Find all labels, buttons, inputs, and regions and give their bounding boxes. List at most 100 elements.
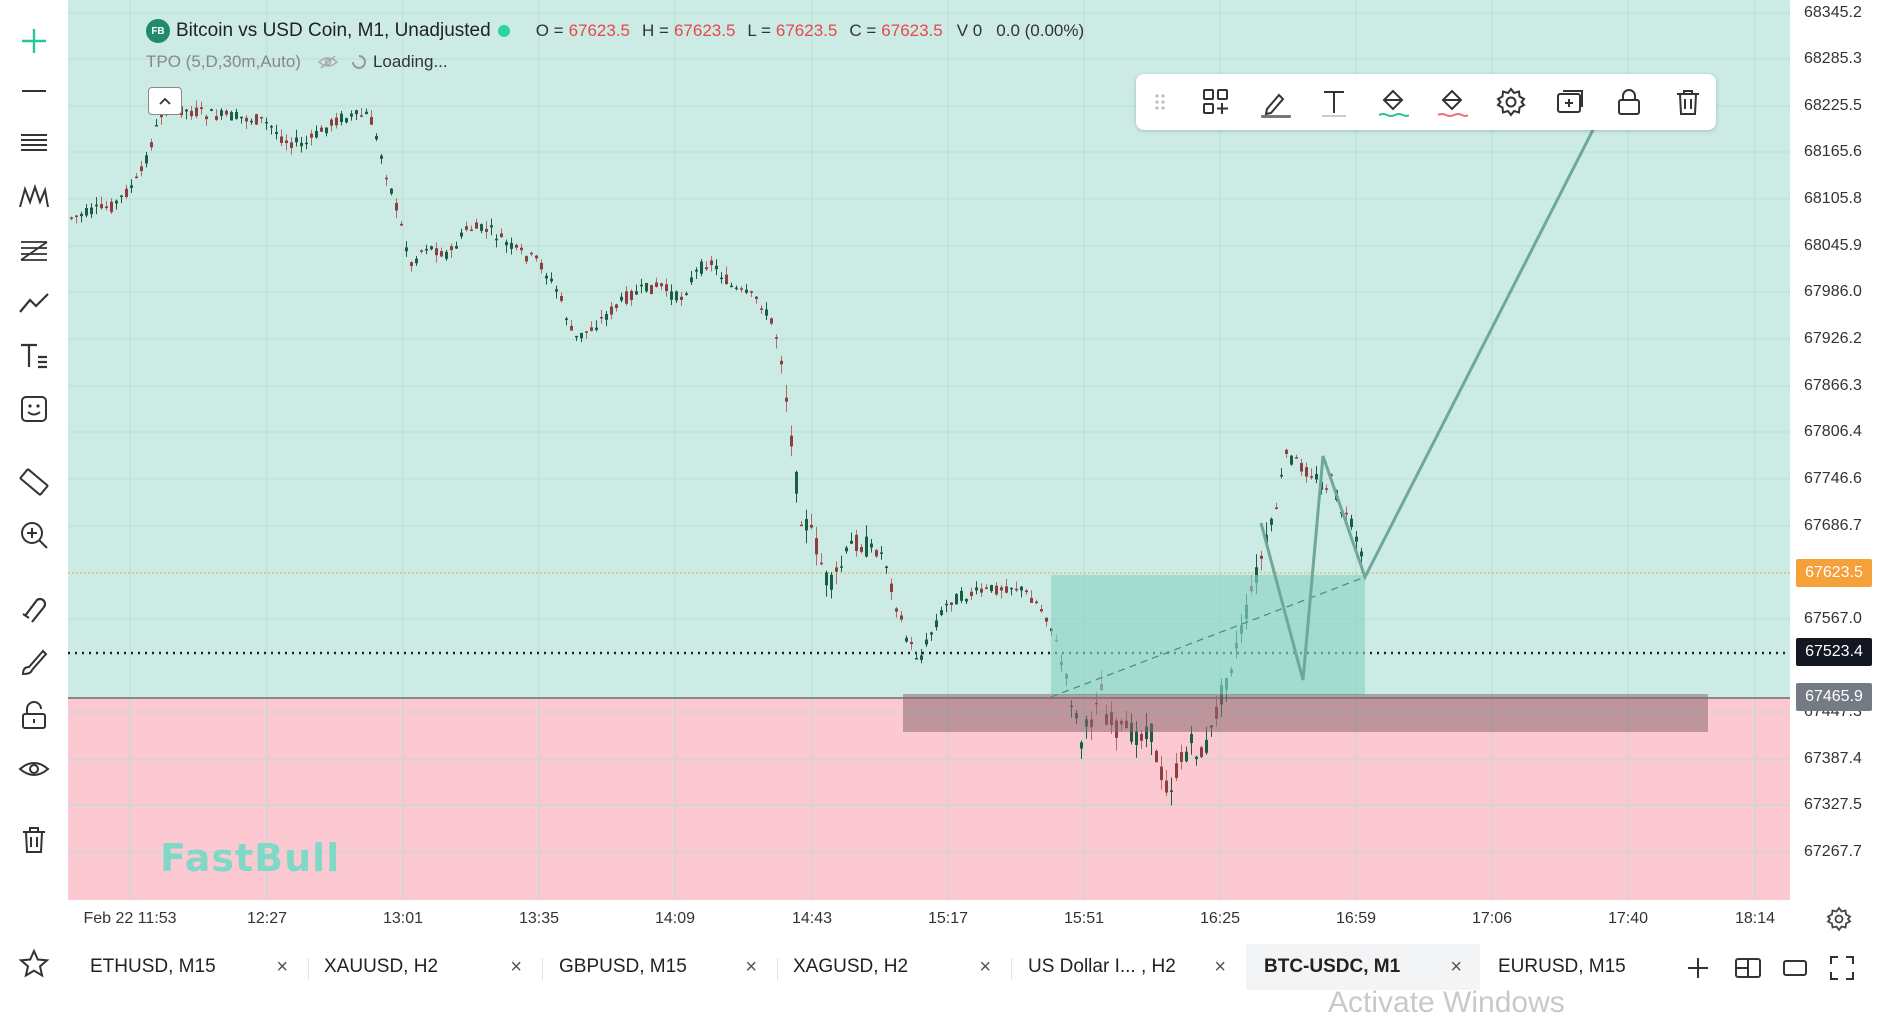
candle-body	[950, 602, 953, 606]
candlestick-chart[interactable]	[68, 0, 1790, 900]
time-label: 17:06	[1471, 910, 1513, 927]
plus-crosshair-icon[interactable]	[12, 22, 56, 60]
pattern-icon[interactable]	[12, 178, 56, 216]
ohlc-close-key: C =	[849, 21, 877, 40]
tab-us-dollar-index[interactable]: US Dollar I... , H2 ×	[1010, 944, 1244, 990]
tab-divider	[542, 958, 543, 980]
ohlc-low-key: L =	[747, 21, 771, 40]
candle-body	[865, 536, 868, 557]
candle-body	[215, 116, 218, 120]
candle-body	[255, 114, 258, 125]
risk-reward-diagonal	[1050, 576, 1366, 698]
collapse-legend-button[interactable]	[148, 87, 182, 115]
close-icon[interactable]: ×	[276, 955, 288, 978]
magnet-icon[interactable]	[12, 590, 56, 628]
ohlc-close-value: 67623.5	[881, 21, 943, 40]
volume-value: V 0	[956, 21, 983, 40]
candle-body	[335, 117, 338, 126]
text-tool-icon[interactable]	[12, 337, 56, 375]
candle-body	[765, 309, 768, 316]
chart-pane[interactable]: FB Bitcoin vs USD Coin, M1, Unadjusted O…	[68, 0, 1790, 900]
trend-line-icon[interactable]	[12, 284, 56, 322]
add-template-icon[interactable]	[1198, 84, 1234, 120]
ohlc-open-key: O =	[535, 21, 564, 40]
close-icon[interactable]: ×	[510, 955, 522, 978]
candle-body	[760, 308, 763, 310]
candle-body	[410, 262, 413, 267]
ruler-icon[interactable]	[12, 463, 56, 501]
split-layout-icon[interactable]	[1734, 954, 1762, 982]
time-axis[interactable]: Feb 22 11:53 12:27 13:01 13:35 14:09 14:…	[68, 900, 1790, 938]
candle-body	[690, 277, 693, 283]
candle-body	[715, 265, 718, 270]
horizontal-line-icon[interactable]	[12, 72, 56, 110]
candle-body	[910, 642, 913, 645]
close-icon[interactable]: ×	[979, 955, 991, 978]
candle-body	[630, 291, 633, 301]
close-icon[interactable]: ×	[1214, 955, 1226, 978]
candle-body	[130, 185, 133, 188]
price-label: 68165.6	[1804, 143, 1862, 160]
fib-retracement-icon[interactable]	[12, 231, 56, 269]
hidden-eye-icon[interactable]	[317, 54, 339, 70]
settings-icon[interactable]	[1493, 84, 1529, 120]
chart-settings-icon[interactable]	[1826, 906, 1852, 932]
delete-icon[interactable]	[1670, 84, 1706, 120]
candle-body	[110, 201, 113, 213]
chevron-up-icon	[159, 97, 171, 105]
fill-color-icon[interactable]	[1375, 84, 1411, 120]
tab-eurusd[interactable]: EURUSD, M15	[1480, 944, 1680, 990]
candle-body	[1175, 763, 1178, 778]
parallel-channel-icon[interactable]	[12, 125, 56, 163]
close-icon[interactable]: ×	[1450, 955, 1462, 978]
candle-body	[1035, 601, 1038, 604]
projection-path[interactable]	[1259, 119, 1600, 681]
time-label: 18:14	[1734, 910, 1776, 927]
candle-body	[80, 213, 83, 217]
clone-icon[interactable]	[1552, 84, 1588, 120]
eye-icon[interactable]	[12, 750, 56, 788]
target-box[interactable]	[1051, 575, 1365, 695]
tab-btc-usdc[interactable]: BTC-USDC, M1 ×	[1246, 944, 1480, 990]
candle-body	[600, 316, 603, 319]
candle-body	[805, 519, 808, 531]
candle-body	[500, 233, 503, 238]
lock-icon[interactable]	[1611, 84, 1647, 120]
close-icon[interactable]: ×	[745, 955, 757, 978]
brush-icon[interactable]	[12, 643, 56, 681]
text-icon[interactable]	[1316, 84, 1352, 120]
candle-body	[885, 566, 888, 568]
tab-xauusd[interactable]: XAUUSD, H2 ×	[306, 944, 540, 990]
candle-body	[380, 155, 383, 159]
stop-box[interactable]	[903, 694, 1708, 732]
price-axis[interactable]: 68345.2 68285.3 68225.5 68165.6 68105.8 …	[1790, 0, 1889, 900]
lock-open-icon[interactable]	[12, 697, 56, 735]
candle-body	[200, 107, 203, 109]
fullscreen-icon[interactable]	[1828, 954, 1856, 982]
candle-body	[210, 109, 213, 111]
ohlc-low-value: 67623.5	[775, 21, 838, 40]
add-tab-icon[interactable]	[1684, 954, 1712, 982]
drag-handle-icon[interactable]	[1142, 84, 1178, 120]
window-icon[interactable]	[1781, 954, 1809, 982]
tab-ethusd[interactable]: ETHUSD, M15 ×	[72, 944, 306, 990]
candle-body	[790, 435, 793, 447]
indicator-label[interactable]: TPO (5,D,30m,Auto)	[146, 52, 301, 71]
tab-xagusd[interactable]: XAGUSD, H2 ×	[775, 944, 1009, 990]
candle-body	[680, 296, 683, 300]
star-favorite-icon[interactable]	[18, 948, 50, 980]
candle-body	[420, 250, 423, 252]
tab-gbpusd[interactable]: GBPUSD, M15 ×	[541, 944, 775, 990]
emoji-icon[interactable]	[12, 390, 56, 428]
symbol-title[interactable]: Bitcoin vs USD Coin, M1, Unadjusted	[176, 20, 491, 41]
candle-body	[195, 107, 198, 117]
zoom-in-icon[interactable]	[12, 516, 56, 554]
pencil-icon[interactable]	[1257, 84, 1293, 120]
candle-body	[355, 110, 358, 115]
candle-body	[155, 124, 158, 127]
candle-body	[235, 111, 238, 119]
trash-icon[interactable]	[12, 820, 56, 858]
time-label: 13:01	[382, 910, 424, 927]
candle-body	[980, 588, 983, 593]
line-color-icon[interactable]	[1434, 84, 1470, 120]
